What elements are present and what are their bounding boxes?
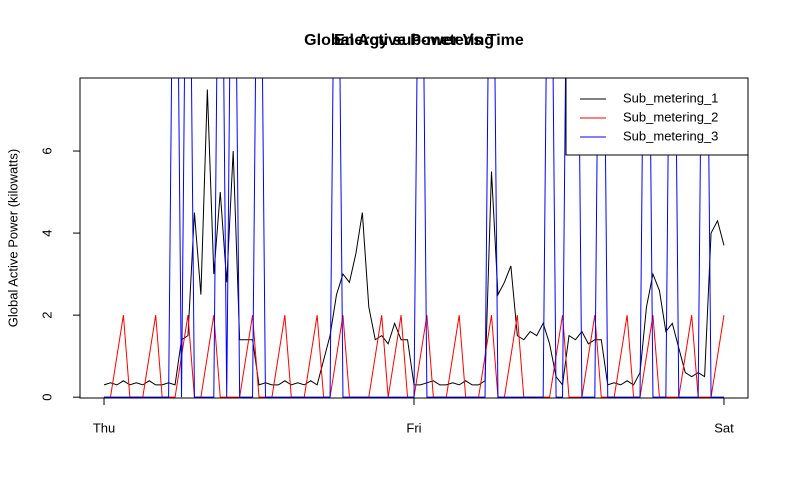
- legend-label: Sub_metering_3: [623, 128, 718, 143]
- y-tick-label: 0: [39, 394, 54, 401]
- x-tick-label: Thu: [93, 420, 115, 435]
- series-line: [104, 78, 724, 398]
- x-tick-label: Sat: [714, 420, 734, 435]
- legend-label: Sub_metering_2: [623, 109, 718, 124]
- chart-title: Global Active Power Vs Time: [304, 32, 524, 49]
- legend-box: [565, 77, 749, 156]
- y-tick-label: 4: [39, 229, 54, 236]
- y-tick-label: 6: [39, 147, 54, 154]
- x-tick-label: Fri: [406, 420, 421, 435]
- y-axis-label: Global Active Power (kilowatts): [5, 149, 20, 327]
- chart-title: Energy sub-metering: [334, 32, 494, 49]
- y-tick-label: 2: [39, 312, 54, 319]
- legend-label: Sub_metering_1: [623, 90, 718, 105]
- plot-area: [103, 78, 725, 398]
